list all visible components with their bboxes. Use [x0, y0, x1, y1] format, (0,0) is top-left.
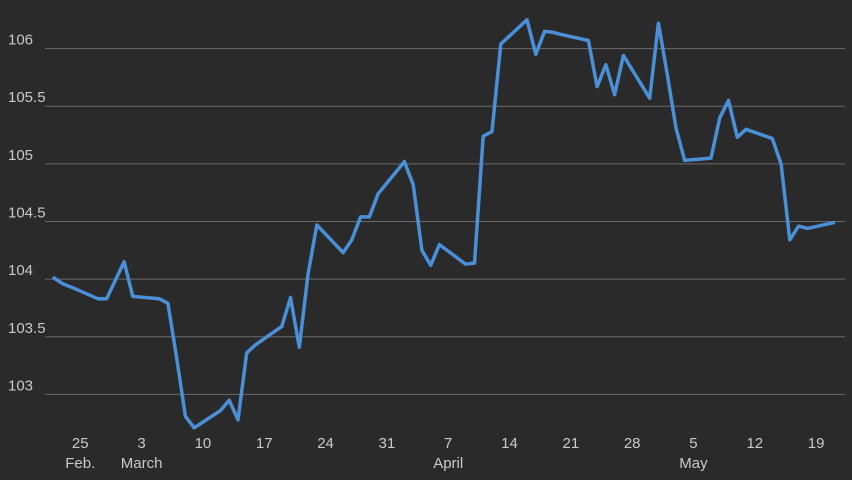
x-tick-label: 12	[746, 435, 763, 452]
y-axis-ticks: 103 103.5 104 104.5 105 105.5 106	[8, 32, 46, 395]
x-tick-label: 7	[444, 435, 452, 452]
x-tick-label: 24	[317, 435, 334, 452]
x-tick-label: 5	[689, 435, 697, 452]
y-gridlines	[45, 48, 845, 395]
y-tick-label: 103.5	[8, 320, 46, 337]
x-tick-label: 14	[501, 435, 518, 452]
x-tick-label: 31	[379, 435, 396, 452]
x-tick-month-label: May	[679, 455, 708, 472]
y-tick-label: 104	[8, 262, 33, 279]
x-tick-label: 28	[624, 435, 641, 452]
y-tick-label: 105.5	[8, 89, 46, 106]
x-tick-label: 10	[195, 435, 212, 452]
x-tick-label: 3	[137, 435, 145, 452]
x-tick-month-label: Feb.	[65, 455, 95, 472]
x-tick-label: 17	[256, 435, 273, 452]
x-tick-month-label: March	[121, 455, 163, 472]
series-layer	[52, 18, 836, 430]
x-tick-label: 21	[562, 435, 579, 452]
y-tick-label: 103	[8, 377, 33, 394]
y-tick-label: 104.5	[8, 205, 46, 222]
series-line	[52, 18, 836, 430]
y-tick-label: 105	[8, 147, 33, 164]
x-axis-ticks: 25 Feb. 3 March 10 17 24 31 7 April 14 21 28 5 May 12 19	[65, 435, 824, 472]
x-tick-label: 25	[72, 435, 89, 452]
x-tick-label: 19	[808, 435, 825, 452]
y-tick-label: 106	[8, 32, 33, 49]
x-tick-month-label: April	[433, 455, 463, 472]
